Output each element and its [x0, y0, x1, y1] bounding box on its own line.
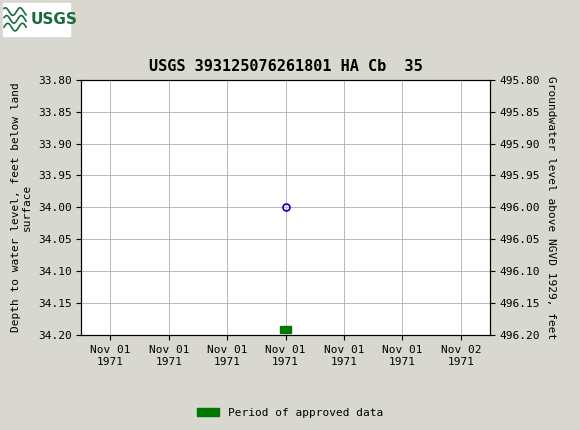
- Y-axis label: Groundwater level above NGVD 1929, feet: Groundwater level above NGVD 1929, feet: [546, 76, 556, 339]
- FancyBboxPatch shape: [3, 3, 70, 36]
- Y-axis label: Depth to water level, feet below land
surface: Depth to water level, feet below land su…: [10, 83, 32, 332]
- Title: USGS 393125076261801 HA Cb  35: USGS 393125076261801 HA Cb 35: [149, 59, 422, 74]
- Legend: Period of approved data: Period of approved data: [193, 403, 387, 422]
- Bar: [280, 326, 291, 334]
- Text: USGS: USGS: [30, 12, 77, 27]
